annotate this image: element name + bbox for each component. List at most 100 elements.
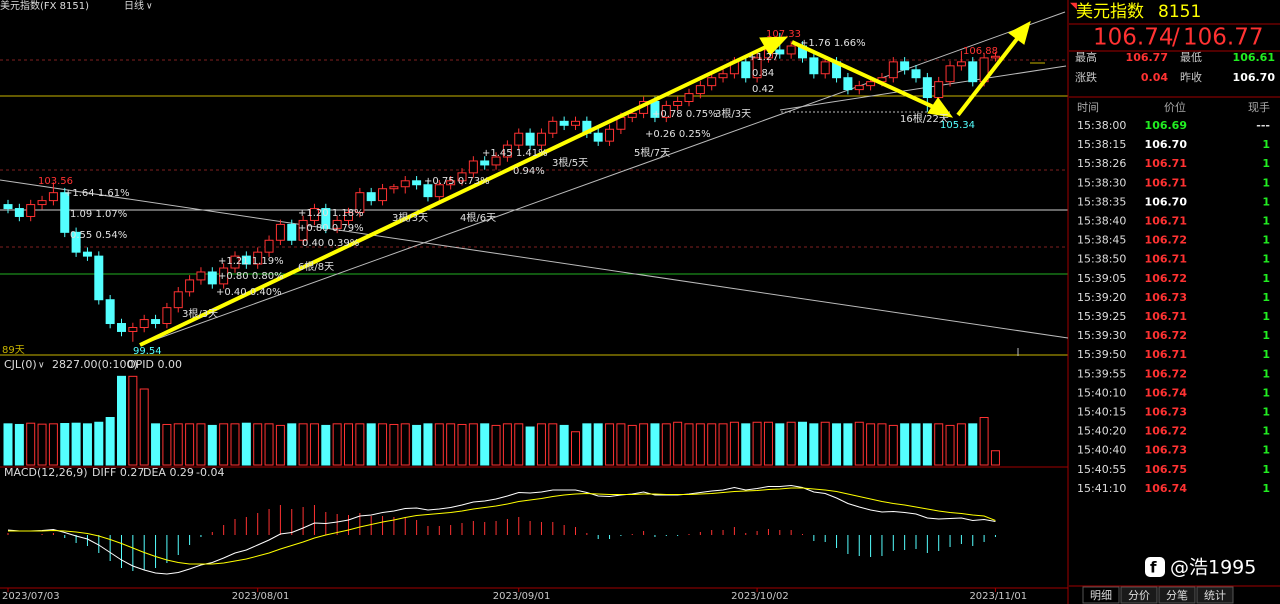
x-tick-label: 2023/07/03 <box>2 591 60 602</box>
candle-body <box>14 208 24 217</box>
candle-body <box>230 255 240 269</box>
tick-volume: 1 <box>1262 253 1270 266</box>
candle-body <box>389 186 399 190</box>
macd-panel <box>7 484 996 575</box>
tab[interactable] <box>1082 586 1120 604</box>
arrow <box>956 33 1022 117</box>
candle-body <box>287 223 297 241</box>
arrow <box>791 40 941 112</box>
tick-volume: 1 <box>1262 425 1270 438</box>
tick-price: 106.73 <box>1145 444 1187 457</box>
x-tick-label: 2023/10/02 <box>731 591 789 602</box>
candle-body <box>344 212 353 221</box>
x-axis: 2023/07/03 2023/08/01 2023/09/01 2023/10/02… <box>2 588 1027 602</box>
volume-bar <box>366 423 376 466</box>
header-title: 美元指数(FX 8151) <box>0 0 89 12</box>
annotation: 0.42 <box>752 84 774 95</box>
candle-body <box>956 61 966 67</box>
volume-bar <box>763 421 773 466</box>
x-tick-label: 2023/08/01 <box>232 591 290 602</box>
tick-volume: 1 <box>1262 215 1270 228</box>
annotation: +1.64 1.61% <box>64 188 130 199</box>
candle-body <box>866 81 876 87</box>
volume-bar <box>684 423 694 466</box>
volume-bar <box>877 423 887 466</box>
candle-body <box>900 61 910 71</box>
candle-body <box>196 271 206 281</box>
tab[interactable] <box>1120 586 1158 604</box>
column-header: 现手 <box>1248 100 1270 114</box>
tick-price: 106.72 <box>1145 425 1187 438</box>
tick-time: 15:39:25 <box>1077 310 1126 323</box>
tick-volume: 1 <box>1262 310 1270 323</box>
tick-time: 15:40:10 <box>1077 386 1126 399</box>
tick-volume: 1 <box>1262 463 1270 476</box>
candle-body <box>843 77 853 91</box>
volume-bar <box>241 422 251 466</box>
volume-bar <box>468 423 478 466</box>
annotation: 103.56 <box>38 176 73 187</box>
dropdown-icon[interactable]: ∨ <box>146 2 153 12</box>
volume-bar <box>14 423 24 466</box>
candle-body <box>298 219 308 241</box>
volume-bar <box>128 375 138 466</box>
tab[interactable] <box>1196 586 1234 604</box>
candle-body <box>275 223 285 241</box>
volume-bar <box>775 423 785 466</box>
dropdown-icon[interactable]: ∨ <box>38 361 45 371</box>
tab-label[interactable]: 明细 <box>1090 589 1112 602</box>
tab-label[interactable]: 统计 <box>1204 589 1226 602</box>
volume-bar <box>332 423 342 466</box>
volume-bar <box>990 450 1000 466</box>
header-period[interactable]: 日线 <box>124 0 144 12</box>
volume-bar <box>854 421 864 466</box>
candle-body <box>945 65 955 83</box>
candle-body <box>412 180 422 186</box>
tick-price: 106.72 <box>1145 329 1187 342</box>
tick-price: 106.73 <box>1145 291 1187 304</box>
tick-volume: 1 <box>1262 348 1270 361</box>
candle-body <box>661 104 671 118</box>
field-label: 最低 <box>1180 51 1202 64</box>
tick-volume: 1 <box>1262 482 1270 495</box>
volume-bar <box>253 423 263 466</box>
annotation: 16根/22天 <box>900 112 949 125</box>
volume-bar <box>207 424 217 466</box>
annotation: 0.55 0.54% <box>70 230 127 241</box>
tick-volume: 1 <box>1262 195 1270 208</box>
tab-label[interactable]: 分价 <box>1128 589 1150 602</box>
tick-volume: 1 <box>1262 234 1270 247</box>
volume-bar <box>605 423 615 466</box>
tick-price: 106.72 <box>1145 367 1187 380</box>
ask-price: 106.77 <box>1183 25 1263 51</box>
volume-bar <box>582 423 592 466</box>
volume-bar <box>798 421 807 466</box>
annotation: +0.75 0.73% <box>424 176 490 187</box>
candle-body <box>151 319 161 325</box>
candle-body <box>502 144 512 158</box>
field-label: 昨收 <box>1180 70 1202 84</box>
tick-volume: 1 <box>1262 291 1270 304</box>
candle-body <box>173 291 183 309</box>
tick-price: 106.72 <box>1145 234 1187 247</box>
dea-line <box>8 487 996 565</box>
annotation: +1.20 1.18% <box>298 208 364 219</box>
tab-label[interactable]: 分笔 <box>1166 588 1188 602</box>
candle-body <box>94 255 104 301</box>
volume-bar <box>718 423 728 466</box>
annotation: 0.84 <box>752 68 774 79</box>
volume-bar <box>627 424 637 466</box>
volume-bar <box>525 426 535 466</box>
volume-bar <box>275 424 285 466</box>
dea-label: DEA 0.29 <box>143 466 194 479</box>
volume-bar <box>650 423 660 466</box>
candle-body <box>491 156 501 166</box>
tick-volume: 1 <box>1262 176 1270 189</box>
tick-time: 15:40:40 <box>1077 444 1126 457</box>
candle-body <box>185 279 195 293</box>
volume-bar <box>593 423 603 466</box>
tab[interactable] <box>1158 586 1196 604</box>
watermark-icon <box>1145 557 1165 577</box>
annotation: +1.45 1.41% <box>482 148 548 159</box>
candle-body <box>219 267 229 285</box>
